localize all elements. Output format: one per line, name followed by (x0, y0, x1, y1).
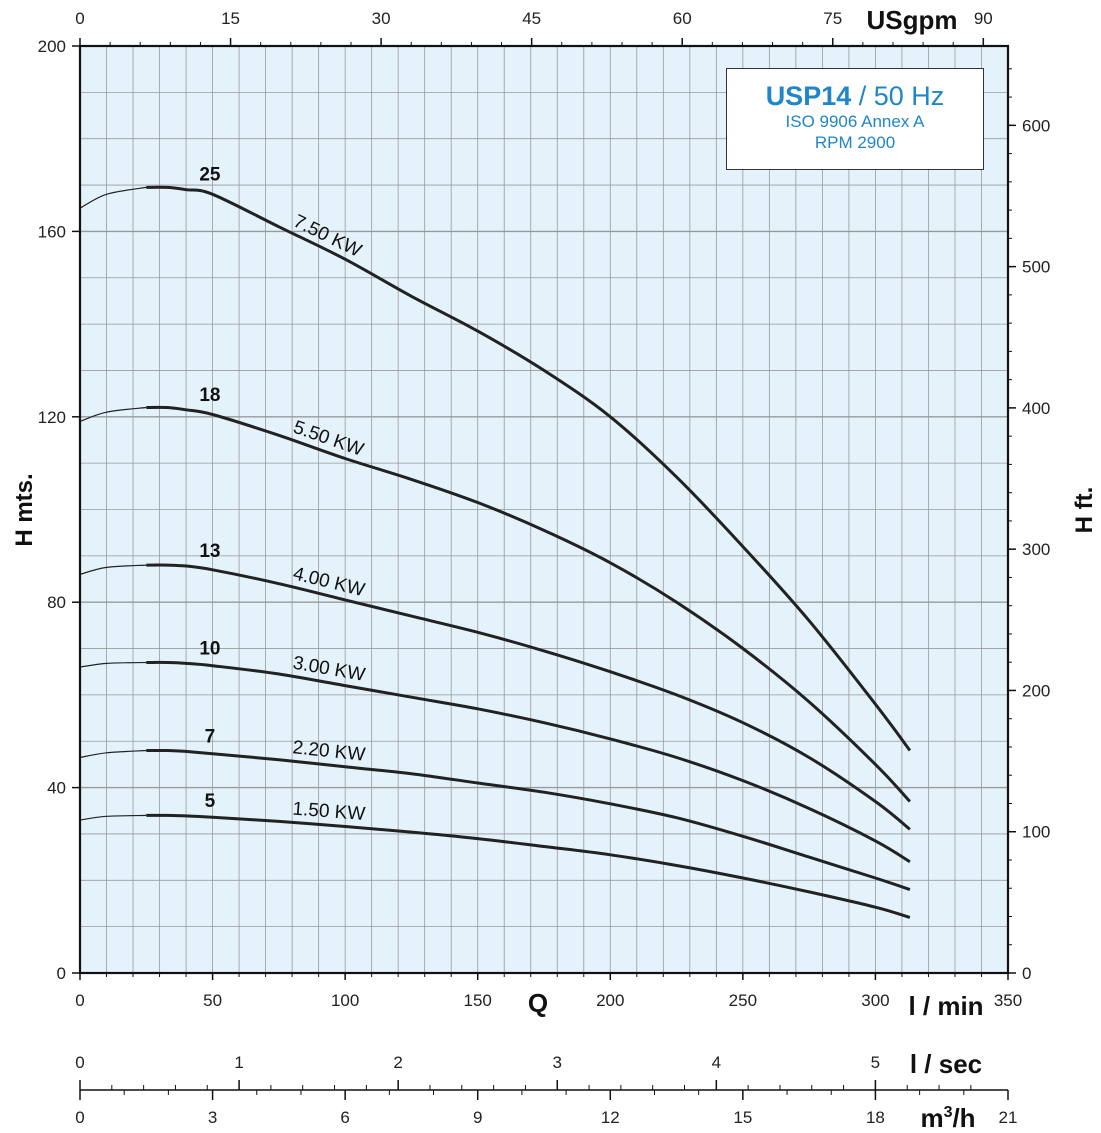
model-name: USP14 (765, 81, 852, 111)
y2-tick-label: 600 (1022, 116, 1050, 135)
y-tick-label: 80 (47, 593, 66, 612)
curve-extension-13 (79, 564, 147, 575)
x-tick-label: 50 (203, 991, 222, 1010)
curve-extension-5 (79, 814, 147, 821)
m3h-tick-label: 0 (75, 1108, 84, 1127)
stage-label: 5 (205, 791, 216, 812)
curve-stages-7 (146, 748, 911, 892)
top-axis-title: USgpm (867, 5, 958, 35)
y-tick-label: 120 (38, 408, 66, 427)
y-tick-label: 200 (38, 37, 66, 56)
x-tick-label: 250 (729, 991, 757, 1010)
stage-label: 10 (199, 638, 220, 659)
lsec-axis-title: l / sec (910, 1049, 982, 1079)
m3h-tick-label: 18 (866, 1108, 885, 1127)
m3h-unit-m: m (920, 1103, 943, 1133)
y2-tick-label: 400 (1022, 399, 1050, 418)
m3h-tick-label: 3 (208, 1108, 217, 1127)
top-tick-label: 90 (974, 9, 993, 28)
model-info-box: USP14 / 50 Hz ISO 9906 Annex A RPM 2900 (726, 68, 984, 170)
x-tick-label: 0 (75, 991, 84, 1010)
rpm-label: RPM 2900 (814, 133, 896, 152)
x-axis-title: Q (528, 988, 548, 1018)
m3h-tick-label: 9 (473, 1108, 482, 1127)
m3h-tick-label: 12 (601, 1108, 620, 1127)
y-axis-title: H mts. (11, 473, 38, 546)
m3h-axis-title: m3/h (920, 1103, 975, 1133)
lsec-tick-label: 2 (393, 1053, 402, 1072)
model-title: USP14 / 50 Hz (727, 81, 983, 111)
y-tick-label: 160 (38, 222, 66, 241)
lsec-tick-label: 3 (553, 1053, 562, 1072)
curve-extension-10 (79, 661, 147, 668)
top-tick-label: 45 (522, 9, 541, 28)
curve-extension-25 (79, 186, 147, 209)
y2-tick-label: 300 (1022, 540, 1050, 559)
stage-label: 7 (205, 726, 216, 747)
curve-stages-13 (146, 563, 911, 831)
x-tick-label: 200 (596, 991, 624, 1010)
x-tick-label: 300 (861, 991, 889, 1010)
x-axis-unit: l / min (908, 991, 983, 1021)
top-tick-label: 15 (221, 9, 240, 28)
m3h-tick-label: 6 (340, 1108, 349, 1127)
top-tick-label: 30 (372, 9, 391, 28)
stage-label: 13 (199, 541, 220, 562)
curve-stages-25 (146, 185, 912, 752)
stage-label: 25 (199, 165, 221, 186)
x-tick-label: 350 (994, 991, 1022, 1010)
m3h-unit-h: /h (952, 1103, 975, 1133)
lsec-tick-label: 5 (871, 1053, 880, 1072)
top-tick-label: 75 (823, 9, 842, 28)
lsec-tick-label: 1 (234, 1053, 243, 1072)
y2-axis-title: H ft. (1071, 487, 1098, 534)
top-tick-label: 60 (673, 9, 692, 28)
curve-stages-18 (146, 405, 912, 803)
y-tick-label: 0 (57, 964, 66, 983)
curve-stages-5 (146, 813, 911, 919)
standard-label: ISO 9906 Annex A (785, 112, 925, 131)
m3h-tick-label: 21 (999, 1108, 1018, 1127)
x-tick-label: 150 (464, 991, 492, 1010)
lsec-tick-label: 0 (75, 1053, 84, 1072)
y2-tick-label: 200 (1022, 681, 1050, 700)
grid (80, 46, 1008, 973)
plot-frame (78, 44, 1010, 975)
x-tick-label: 100 (331, 991, 359, 1010)
m3h-tick-label: 15 (733, 1108, 752, 1127)
model-frequency: / 50 Hz (851, 81, 945, 111)
curve-stages-10 (146, 660, 911, 864)
y2-tick-label: 0 (1022, 964, 1031, 983)
curve-extension-7 (79, 749, 147, 759)
y2-tick-label: 100 (1022, 823, 1050, 842)
stage-label: 18 (199, 385, 220, 406)
curve-extension-18 (79, 406, 147, 423)
top-tick-label: 0 (75, 9, 84, 28)
m3h-unit-superscript: 3 (944, 1104, 953, 1121)
y2-tick-label: 500 (1022, 258, 1050, 277)
y-tick-label: 40 (47, 779, 66, 798)
lsec-tick-label: 4 (712, 1053, 721, 1072)
